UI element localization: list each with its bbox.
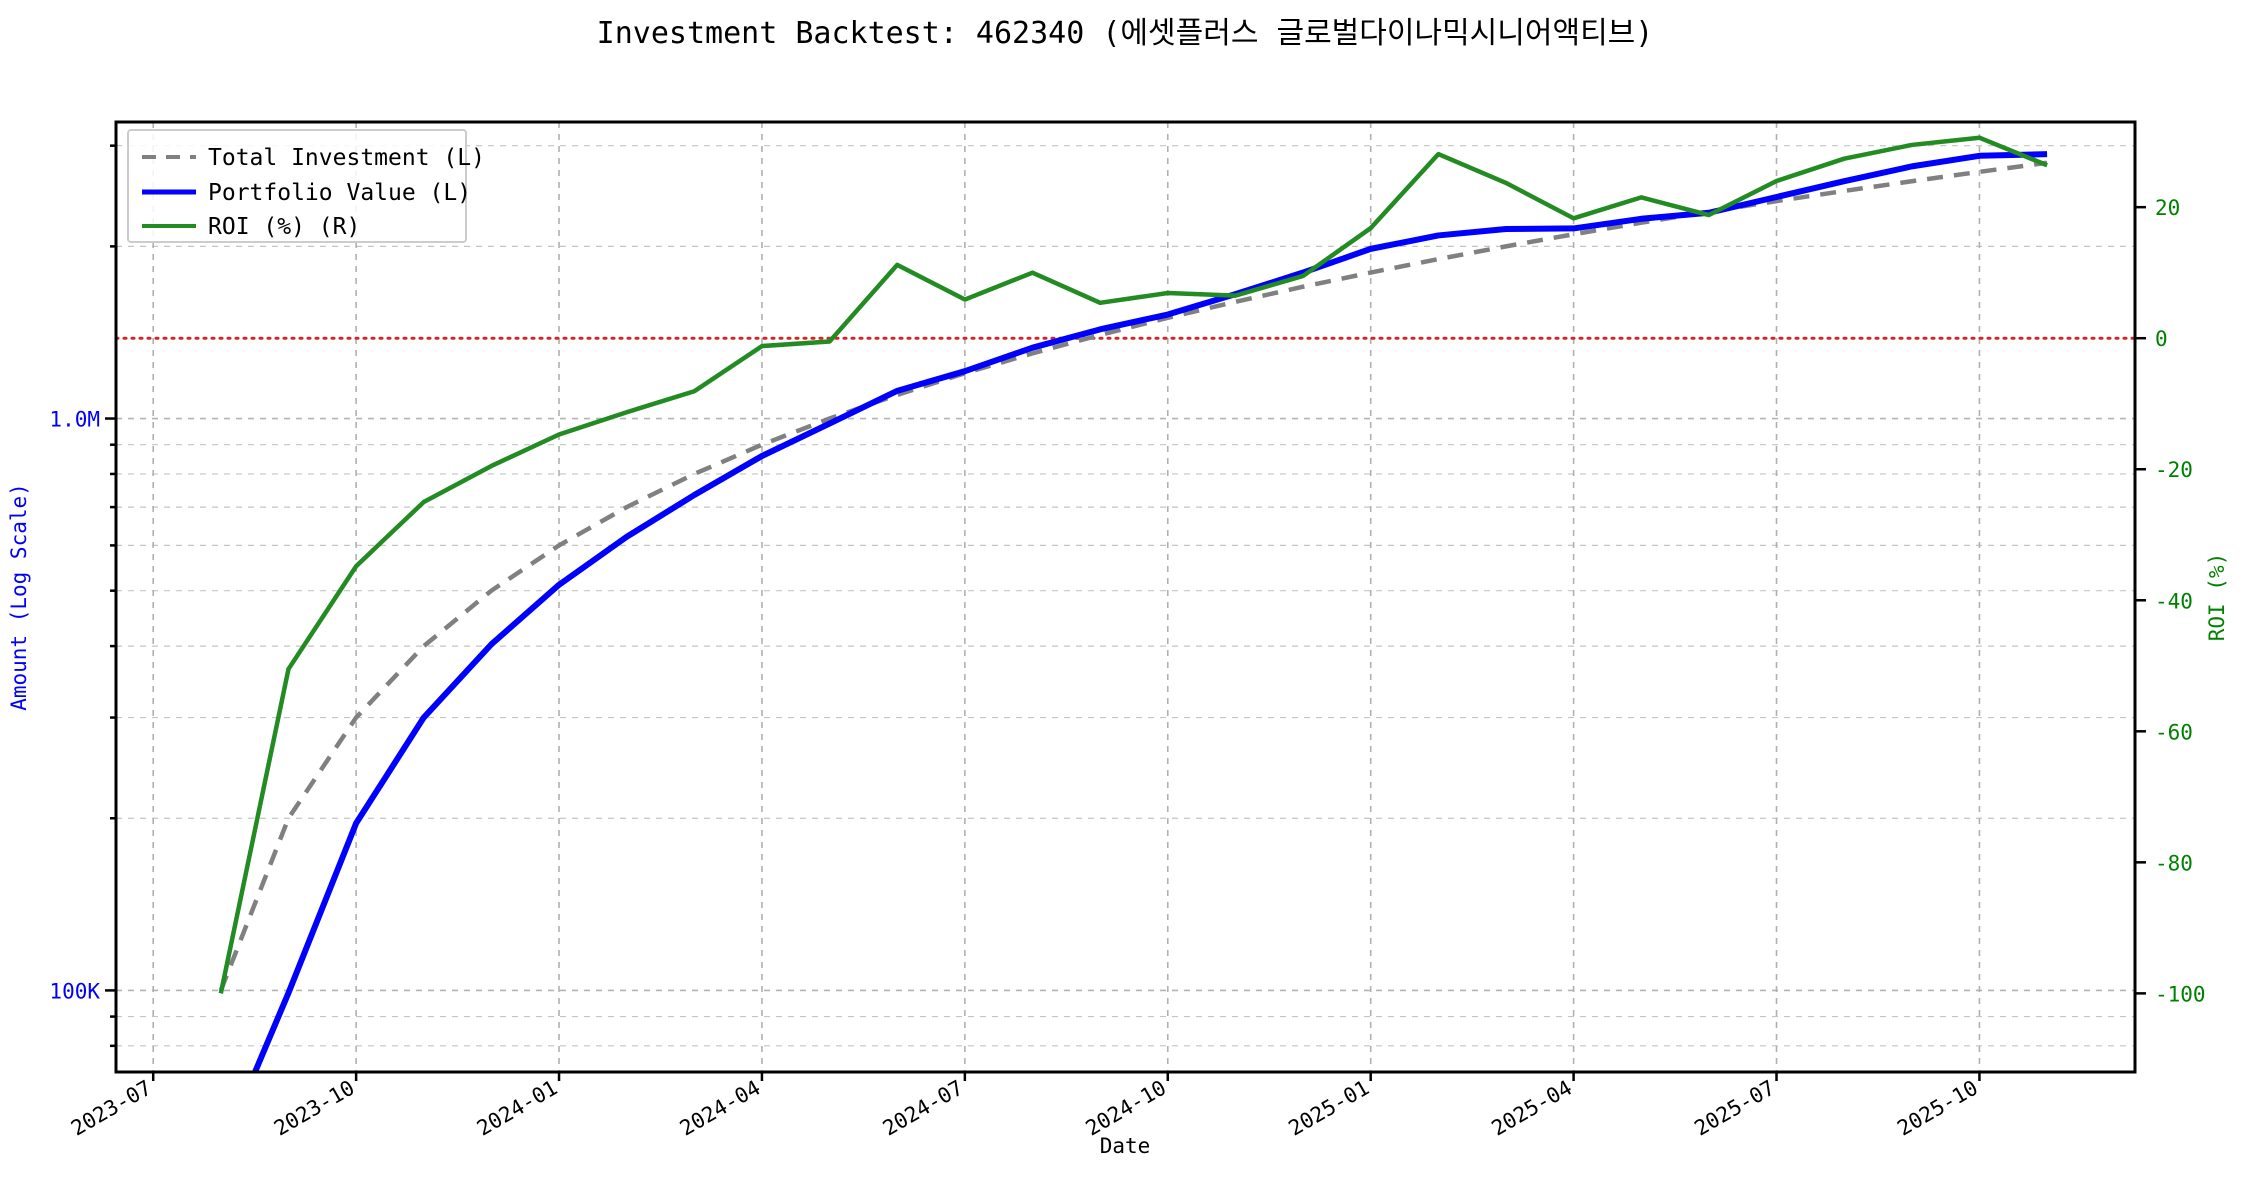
x-tick-label: 2025-07 [1690, 1076, 1779, 1141]
y-right-tick-label: -60 [2155, 720, 2193, 744]
series-line-portfolio-value-l [251, 151, 2048, 1072]
x-tick-label: 2024-04 [676, 1076, 765, 1141]
x-tick-label: 2023-07 [67, 1076, 156, 1141]
x-tick-label: 2023-10 [270, 1076, 359, 1141]
legend-label-portfolio-value: Portfolio Value (L) [208, 180, 471, 206]
y-left-tick-label: 1.0M [49, 408, 100, 432]
y-axis-left-label: Amount (Log Scale) [7, 483, 31, 711]
series-line-roi-r [218, 135, 2048, 994]
series-lines [218, 135, 2048, 1072]
legend-box [127, 129, 467, 243]
x-tick-label: 2025-04 [1487, 1076, 1576, 1141]
legend-item-portfolio-value[interactable]: Portfolio Value (L) [142, 180, 471, 206]
x-tick-label: 2024-01 [473, 1076, 562, 1141]
x-tick-label: 2025-10 [1893, 1076, 1982, 1141]
y-left-tick-label: 100K [49, 979, 100, 1003]
y-right-tick-label: 20 [2155, 196, 2180, 220]
y-right-tick-label: 0 [2155, 327, 2168, 351]
x-tick-label: 2025-01 [1285, 1076, 1374, 1141]
x-tick-label: 2024-07 [879, 1076, 968, 1141]
x-axis-label: Date [1100, 1134, 1151, 1158]
plot-frame [114, 120, 2137, 1074]
x-tick-label: 2024-10 [1082, 1076, 1171, 1141]
y-right-tick-label: -100 [2155, 982, 2206, 1006]
legend-item-roi[interactable]: ROI (%) (R) [142, 214, 360, 240]
gridlines [116, 122, 2135, 1072]
plot-area-background [116, 122, 2135, 1072]
y-right-tick-label: -40 [2155, 589, 2193, 613]
chart-legend[interactable]: Total Investment (L) Portfolio Value (L)… [127, 129, 485, 243]
legend-label-total-investment: Total Investment (L) [208, 145, 485, 171]
legend-label-roi: ROI (%) (R) [208, 214, 360, 240]
y-axis-right-label: ROI (%) [2205, 553, 2229, 642]
legend-item-total-investment[interactable]: Total Investment (L) [142, 145, 485, 171]
y-right-tick-label: -20 [2155, 458, 2193, 482]
page-title: Investment Backtest: 462340 (에셋플러스 글로벌다이… [596, 16, 1654, 51]
y-right-tick-label: -80 [2155, 851, 2193, 875]
